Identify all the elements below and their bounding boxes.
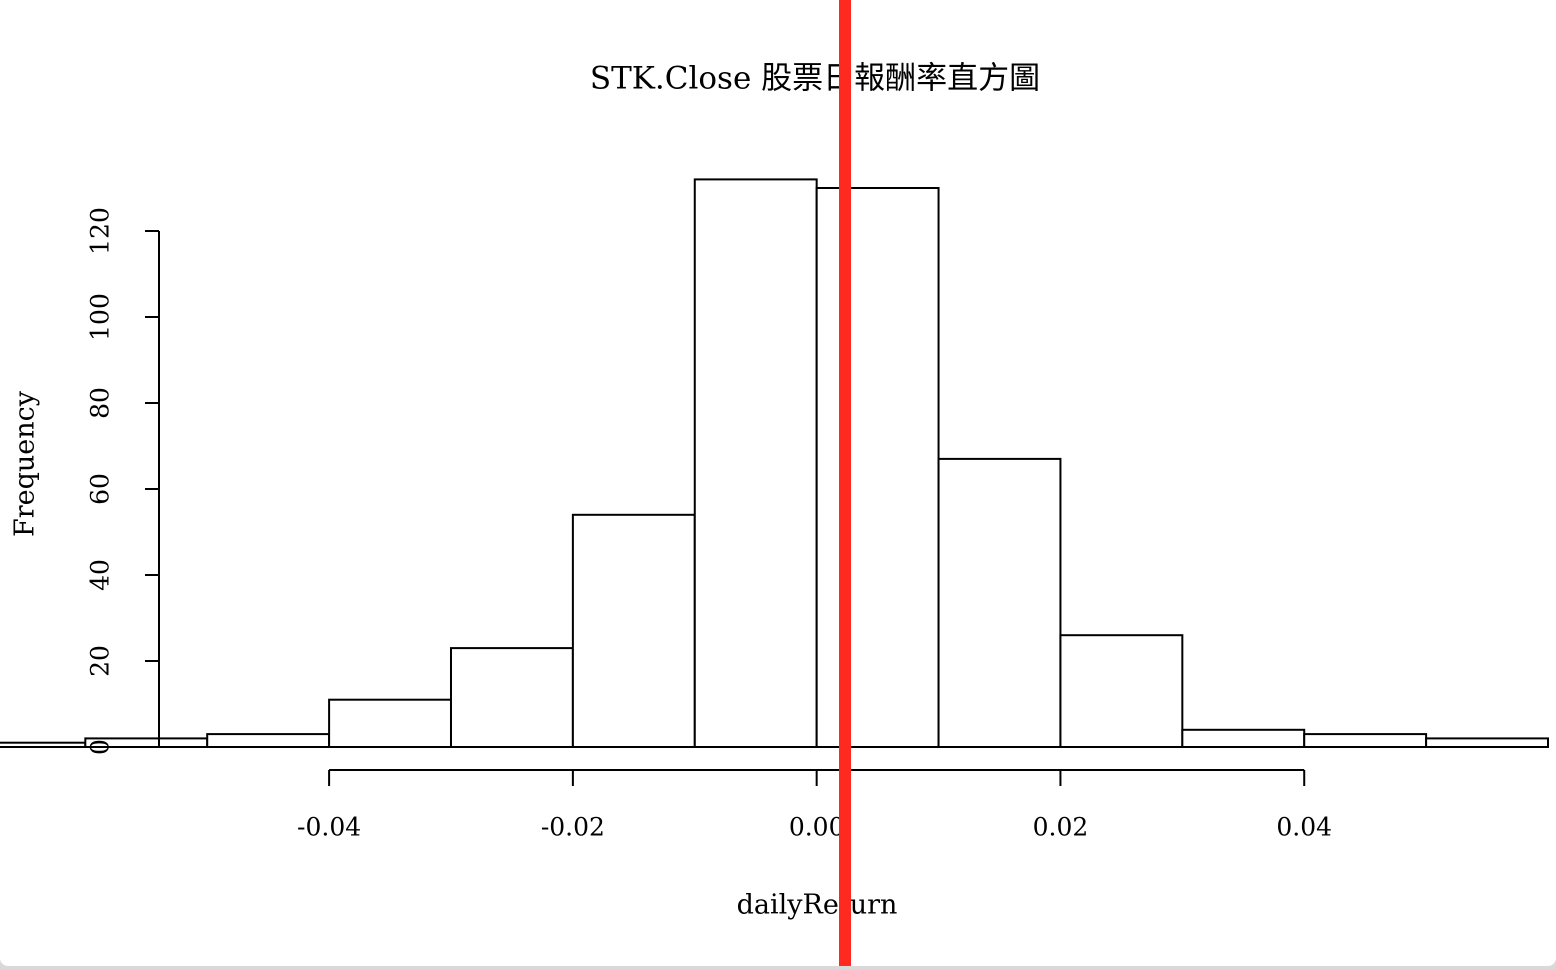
x-tick-label: -0.02 [541,813,605,842]
chart-title: STK.Close 股票日報酬率直方圖 [590,61,1040,97]
bar [571,513,696,748]
y-tick-label: 120 [86,207,115,255]
x-tick-label: 0.04 [1276,813,1332,842]
y-tick-label: 20 [86,645,115,677]
x-tick-label: 0.00 [789,813,845,842]
bar [1181,728,1306,748]
bar [206,733,331,748]
bar [449,647,574,748]
y-tick-label: 0 [86,739,115,755]
y-tick-label: 80 [86,387,115,419]
x-axis-label: dailyReturn [737,890,898,921]
bar [937,457,1062,748]
bar [0,741,87,749]
bar [815,187,940,748]
bar [1425,737,1549,749]
y-tick-label: 60 [86,473,115,505]
bar [328,698,452,749]
bar [693,178,818,748]
x-tick-label: -0.04 [297,813,361,842]
y-tick-label: 40 [86,559,115,591]
bar [1059,634,1184,749]
y-axis-label: Frequency [10,390,41,537]
x-tick-label: 0.02 [1033,813,1089,842]
bar [1303,733,1428,748]
y-tick-label: 100 [86,293,115,341]
